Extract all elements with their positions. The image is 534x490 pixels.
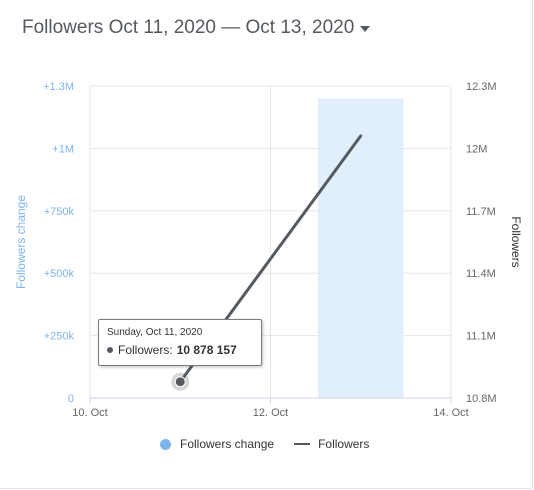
y-left-tick-label: +750k — [44, 206, 75, 218]
legend-label-followers-change: Followers change — [180, 437, 275, 451]
x-tick-label: 12. Oct — [253, 407, 288, 419]
column-bar — [317, 98, 404, 398]
y-left-axis-title: Followers change — [14, 195, 28, 289]
y-right-tick-label: 10.8M — [466, 393, 497, 405]
caret-down-icon — [360, 26, 371, 32]
y-right-tick-label: 11.4M — [466, 268, 496, 280]
period-selector[interactable]: Followers Oct 11, 2020 — Oct 13, 2020 — [22, 17, 371, 39]
tooltip: Sunday, Oct 11, 2020 Followers: 10 878 1… — [98, 319, 262, 366]
tooltip-series-dot-icon — [107, 347, 113, 353]
legend-dot-icon — [160, 438, 171, 450]
legend-item-followers-change[interactable]: Followers change — [160, 437, 274, 451]
y-right-tick-label: 11.1M — [466, 331, 496, 343]
y-left-tick-label: +1.3M — [43, 81, 74, 93]
legend: Followers change Followers — [160, 437, 389, 451]
legend-label-followers: Followers — [318, 437, 370, 451]
y-right-tick-label: 12M — [466, 143, 487, 155]
data-point-marker — [174, 376, 186, 388]
y-left-tick-label: 0 — [68, 393, 74, 405]
tooltip-label: Followers: — [118, 343, 173, 357]
tooltip-value: 10 878 157 — [176, 343, 237, 357]
y-left-tick-label: +500k — [44, 268, 75, 280]
y-left-tick-label: +250k — [44, 331, 75, 343]
y-left-tick-label: +1M — [52, 143, 74, 155]
x-tick-label: 14. Oct — [433, 407, 468, 419]
legend-item-followers[interactable]: Followers — [294, 437, 369, 451]
y-right-axis-title: Followers — [509, 216, 523, 267]
y-right-tick-label: 11.7M — [466, 206, 496, 218]
x-tick-label: 10. Oct — [72, 407, 107, 419]
legend-line-icon — [294, 443, 311, 445]
chart-title: Followers Oct 11, 2020 — Oct 13, 2020 — [22, 17, 355, 38]
tooltip-date: Sunday, Oct 11, 2020 — [107, 327, 203, 338]
y-right-tick-label: 12.3M — [466, 81, 497, 93]
